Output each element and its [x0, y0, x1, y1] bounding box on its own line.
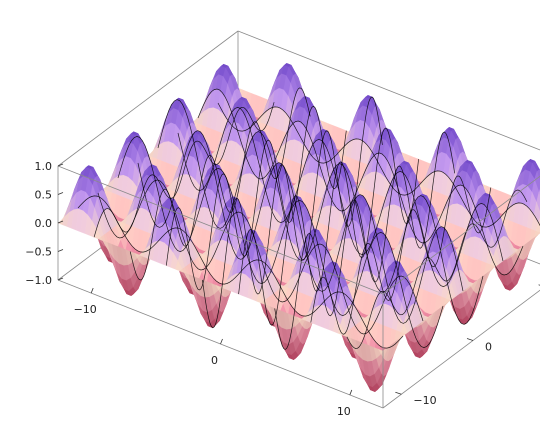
- box-edge: [237, 30, 540, 151]
- surface: [57, 62, 540, 393]
- box-edge: [57, 30, 239, 167]
